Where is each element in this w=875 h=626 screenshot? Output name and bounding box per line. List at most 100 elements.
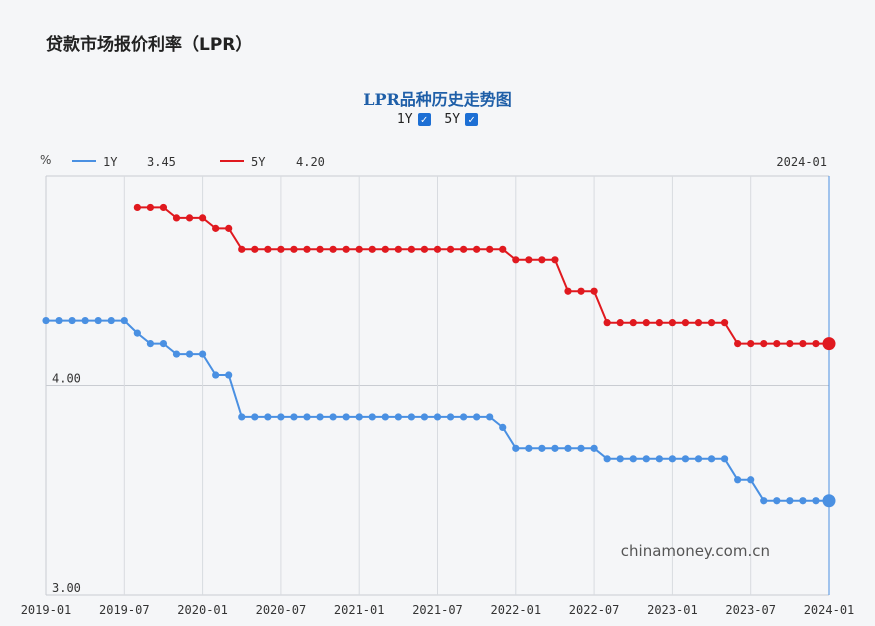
data-point-5y bbox=[133, 203, 141, 212]
x-axis-ticks: 2019-01 2019-07 2020-01 2020-07 2021-01 2021-… bbox=[21, 603, 855, 617]
data-point-5y bbox=[822, 337, 836, 351]
data-point-1y bbox=[81, 316, 89, 325]
page-title: 贷款市场报价利率（LPR） bbox=[46, 35, 253, 55]
data-point-5y bbox=[238, 245, 246, 253]
data-point-1y bbox=[407, 413, 415, 421]
data-point-5y bbox=[420, 245, 429, 253]
data-point-5y bbox=[551, 256, 559, 264]
data-point-1y bbox=[694, 455, 703, 463]
data-point-1y bbox=[68, 316, 76, 325]
data-point-5y bbox=[185, 214, 194, 222]
data-point-5y bbox=[707, 319, 716, 327]
data-point-1y bbox=[303, 413, 311, 421]
data-point-1y bbox=[277, 413, 285, 421]
x-tick-label: 2019-01 bbox=[21, 603, 72, 617]
data-point-1y bbox=[251, 413, 259, 421]
data-point-1y bbox=[107, 316, 115, 325]
data-point-1y bbox=[146, 340, 154, 348]
series-5y bbox=[133, 203, 836, 351]
x-tick-label: 2022-07 bbox=[569, 603, 620, 617]
data-point-5y bbox=[433, 245, 442, 253]
x-tick-label: 2021-07 bbox=[412, 603, 463, 617]
x-tick-label: 2019-07 bbox=[99, 603, 150, 617]
x-tick-label: 2024-01 bbox=[804, 603, 855, 617]
data-point-5y bbox=[773, 340, 781, 348]
data-point-5y bbox=[786, 340, 794, 348]
legend-1y-value: 3.45 bbox=[147, 155, 176, 169]
data-point-1y bbox=[603, 455, 611, 463]
series-layer bbox=[42, 203, 836, 508]
data-point-5y bbox=[486, 245, 494, 253]
checkbox-1y[interactable]: ✓ bbox=[417, 113, 431, 126]
data-point-5y bbox=[381, 245, 389, 253]
data-point-1y bbox=[290, 413, 298, 421]
data-point-5y bbox=[225, 224, 233, 232]
checkbox-5y[interactable]: ✓ bbox=[465, 113, 479, 126]
data-point-1y bbox=[681, 455, 690, 463]
data-point-5y bbox=[212, 224, 220, 232]
data-point-1y bbox=[734, 476, 742, 484]
data-point-5y bbox=[799, 340, 807, 348]
data-point-1y bbox=[799, 497, 807, 505]
data-point-5y bbox=[538, 256, 546, 264]
data-point-1y bbox=[577, 444, 585, 452]
data-point-5y bbox=[694, 319, 703, 327]
data-point-5y bbox=[290, 245, 298, 253]
x-tick-label: 2020-01 bbox=[177, 603, 228, 617]
data-point-1y bbox=[747, 476, 755, 484]
toggle-5y[interactable]: 5Y ✓ bbox=[444, 112, 479, 127]
x-tick-label: 2021-01 bbox=[334, 603, 385, 617]
data-point-5y bbox=[812, 340, 820, 348]
data-point-5y bbox=[355, 245, 363, 253]
data-point-1y bbox=[329, 413, 337, 421]
data-point-1y bbox=[538, 444, 546, 452]
data-point-5y bbox=[342, 245, 350, 253]
data-point-5y bbox=[629, 319, 637, 327]
data-point-1y bbox=[446, 413, 455, 421]
data-point-1y bbox=[707, 455, 716, 463]
data-point-5y bbox=[525, 256, 533, 264]
legend-current-date: 2024-01 bbox=[776, 155, 827, 169]
data-point-1y bbox=[525, 444, 533, 452]
data-point-5y bbox=[303, 245, 311, 253]
data-point-1y bbox=[668, 455, 677, 463]
data-point-5y bbox=[407, 245, 415, 253]
data-point-5y bbox=[642, 319, 650, 327]
data-point-1y bbox=[185, 350, 194, 358]
data-point-5y bbox=[460, 245, 468, 253]
data-point-1y bbox=[486, 413, 494, 421]
data-point-1y bbox=[368, 413, 376, 421]
data-point-1y bbox=[564, 444, 572, 452]
data-point-5y bbox=[734, 340, 742, 348]
toggle-5y-label: 5Y bbox=[444, 112, 461, 127]
data-point-1y bbox=[786, 497, 794, 505]
data-point-5y bbox=[760, 340, 768, 348]
data-point-5y bbox=[681, 319, 690, 327]
data-point-1y bbox=[199, 350, 207, 358]
legend-5y-value: 4.20 bbox=[296, 155, 325, 169]
data-point-5y bbox=[564, 287, 572, 295]
data-point-1y bbox=[433, 413, 442, 421]
data-point-1y bbox=[133, 329, 141, 337]
data-point-1y bbox=[420, 413, 429, 421]
data-point-5y bbox=[277, 245, 285, 253]
data-point-1y bbox=[721, 455, 729, 463]
data-point-5y bbox=[499, 245, 507, 253]
data-point-5y bbox=[316, 245, 324, 253]
watermark: chinamoney.com.cn bbox=[621, 542, 770, 560]
data-point-1y bbox=[642, 455, 650, 463]
data-point-1y bbox=[55, 316, 63, 325]
data-point-1y bbox=[629, 455, 637, 463]
chart-title: LPR品种历史走势图 bbox=[363, 90, 512, 109]
data-point-5y bbox=[616, 319, 624, 327]
legend-1y-name: 1Y bbox=[103, 155, 118, 169]
data-point-1y bbox=[822, 494, 836, 508]
data-point-5y bbox=[668, 319, 677, 327]
toggle-1y[interactable]: 1Y ✓ bbox=[397, 112, 431, 127]
data-point-5y bbox=[512, 256, 520, 264]
y-tick-label: 4.00 bbox=[52, 372, 81, 386]
data-point-1y bbox=[225, 371, 233, 379]
data-point-5y bbox=[655, 319, 663, 327]
data-point-1y bbox=[812, 497, 820, 505]
